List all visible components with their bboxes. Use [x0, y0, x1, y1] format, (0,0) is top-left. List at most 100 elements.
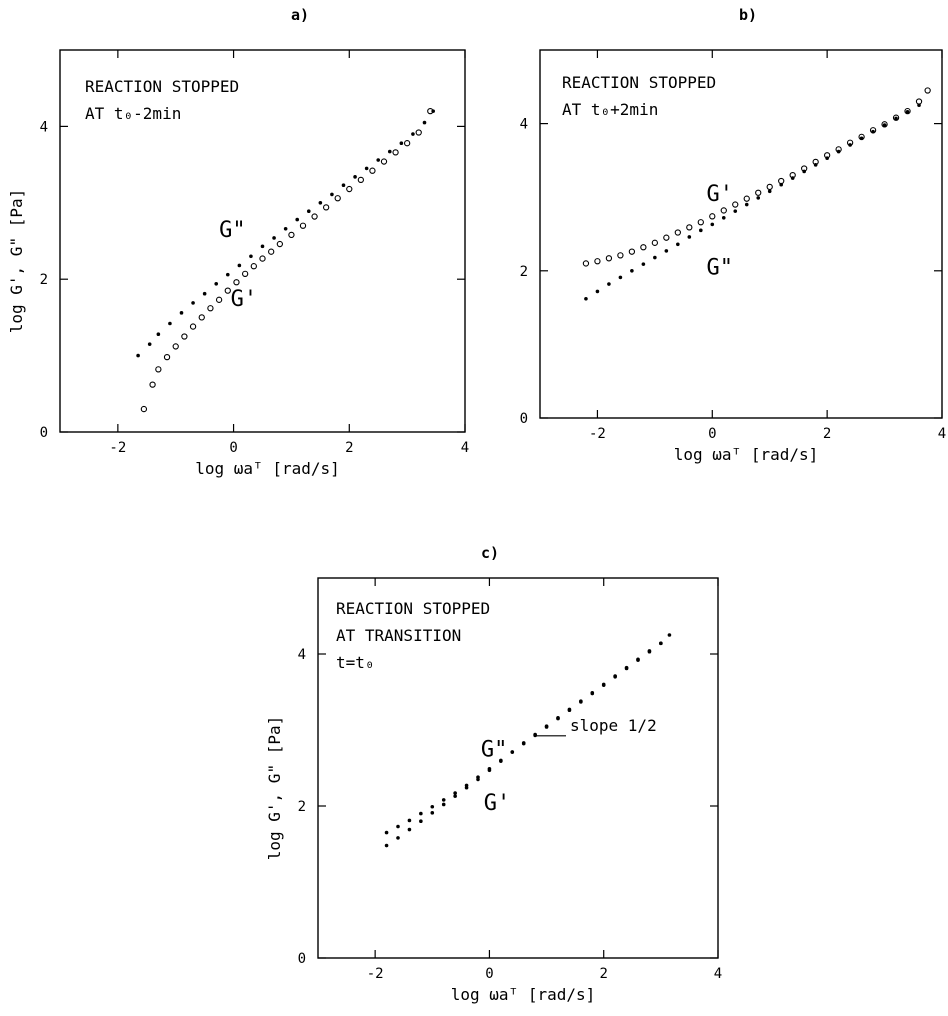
- data-point: [430, 811, 435, 815]
- data-point: [276, 240, 284, 248]
- slope-annotation: slope 1/2: [570, 716, 657, 735]
- data-point: [905, 110, 910, 114]
- data-point: [322, 204, 330, 211]
- data-point: [191, 301, 195, 305]
- series-a-0: [136, 109, 435, 358]
- data-point: [237, 263, 242, 268]
- data-point: [720, 207, 727, 214]
- data-point: [140, 405, 148, 413]
- data-point: [202, 291, 207, 296]
- data-point: [179, 311, 184, 315]
- data-point: [215, 296, 223, 303]
- curve-label-c-1: G': [484, 791, 511, 816]
- data-point: [396, 836, 400, 840]
- data-point: [341, 183, 346, 188]
- data-point: [802, 169, 806, 174]
- data-point: [189, 323, 197, 330]
- y-tick-label-c-0: 0: [298, 951, 306, 967]
- data-point: [346, 185, 353, 193]
- data-point: [871, 129, 875, 134]
- data-point: [384, 830, 389, 835]
- data-point: [259, 255, 266, 262]
- annotation-line-a-0: REACTION STOPPED: [85, 77, 239, 96]
- x-tick-label-c-0: 0: [485, 966, 493, 982]
- y-tick-label-a-4: 4: [40, 119, 48, 135]
- data-point: [624, 665, 629, 670]
- data-point: [249, 254, 253, 259]
- data-point: [453, 791, 457, 795]
- data-point: [567, 707, 572, 712]
- data-point: [664, 249, 669, 253]
- data-point: [617, 252, 624, 259]
- series-c-1: [384, 641, 663, 848]
- data-point: [676, 242, 680, 247]
- data-point: [699, 228, 703, 233]
- data-point: [813, 163, 818, 167]
- data-point: [147, 342, 152, 346]
- x-axis-label-b: log ωaᵀ [rad/s]: [674, 445, 819, 464]
- annotation-line-a-1: AT t₀-2min: [85, 104, 181, 123]
- series-a-1: [140, 107, 434, 413]
- data-point: [917, 103, 921, 107]
- data-point: [744, 202, 749, 207]
- data-point: [579, 699, 583, 703]
- data-point: [590, 690, 595, 695]
- data-point: [790, 176, 795, 180]
- annotation-line-b-1: AT t₀+2min: [562, 100, 658, 119]
- data-point: [584, 296, 588, 301]
- data-point: [721, 216, 726, 220]
- data-point: [594, 258, 601, 265]
- x-tick-label-c-2: 2: [599, 966, 607, 982]
- annotation-line-c-2: t=t₀: [336, 653, 375, 672]
- data-point: [618, 275, 623, 280]
- data-point: [595, 289, 600, 294]
- data-point: [233, 279, 240, 286]
- curve-label-b-0: G': [707, 182, 734, 207]
- data-point: [376, 158, 381, 162]
- data-point: [214, 281, 219, 286]
- data-point: [767, 189, 772, 194]
- x-axis-label-c: log ωaᵀ [rad/s]: [451, 985, 596, 1004]
- y-tick-label-a-2: 2: [40, 272, 48, 288]
- data-point: [283, 226, 288, 231]
- data-point: [387, 149, 392, 154]
- data-point: [710, 222, 715, 227]
- data-point: [306, 209, 311, 214]
- data-point: [430, 804, 435, 809]
- data-point: [163, 353, 171, 361]
- x-tick-label-c-4: 4: [714, 966, 722, 982]
- data-point: [766, 183, 773, 191]
- data-point: [364, 166, 369, 171]
- data-point: [510, 750, 515, 754]
- data-point: [136, 353, 140, 358]
- data-point: [653, 255, 657, 260]
- data-point: [674, 229, 681, 236]
- panel-label-b: b): [739, 6, 757, 24]
- data-point: [836, 149, 841, 154]
- data-point: [732, 201, 739, 208]
- data-point: [667, 633, 672, 637]
- data-point: [318, 201, 323, 205]
- data-point: [419, 811, 423, 816]
- data-point: [250, 263, 257, 270]
- data-point: [299, 222, 307, 229]
- chart-panel-c: c) -2 0 2 4 0 2 4 log ωaᵀ [rad/s] log G', G" [Pa]…: [265, 544, 722, 1004]
- panel-label-c: c): [481, 544, 499, 562]
- x-tick-label-c--2: -2: [367, 966, 384, 982]
- data-point: [882, 123, 887, 127]
- data-point: [904, 107, 911, 115]
- data-point: [756, 196, 761, 200]
- data-point: [663, 234, 670, 241]
- data-point: [630, 269, 634, 273]
- data-point: [628, 248, 636, 255]
- data-point: [181, 333, 188, 340]
- data-point: [155, 366, 162, 373]
- x-tick-label-a-4: 4: [461, 440, 469, 456]
- data-point: [330, 192, 334, 197]
- panel-label-a: a): [291, 6, 309, 24]
- data-point: [659, 641, 663, 646]
- data-point: [687, 235, 692, 239]
- data-point: [613, 674, 617, 678]
- x-tick-label-a--2: -2: [109, 440, 126, 456]
- data-point: [272, 236, 276, 240]
